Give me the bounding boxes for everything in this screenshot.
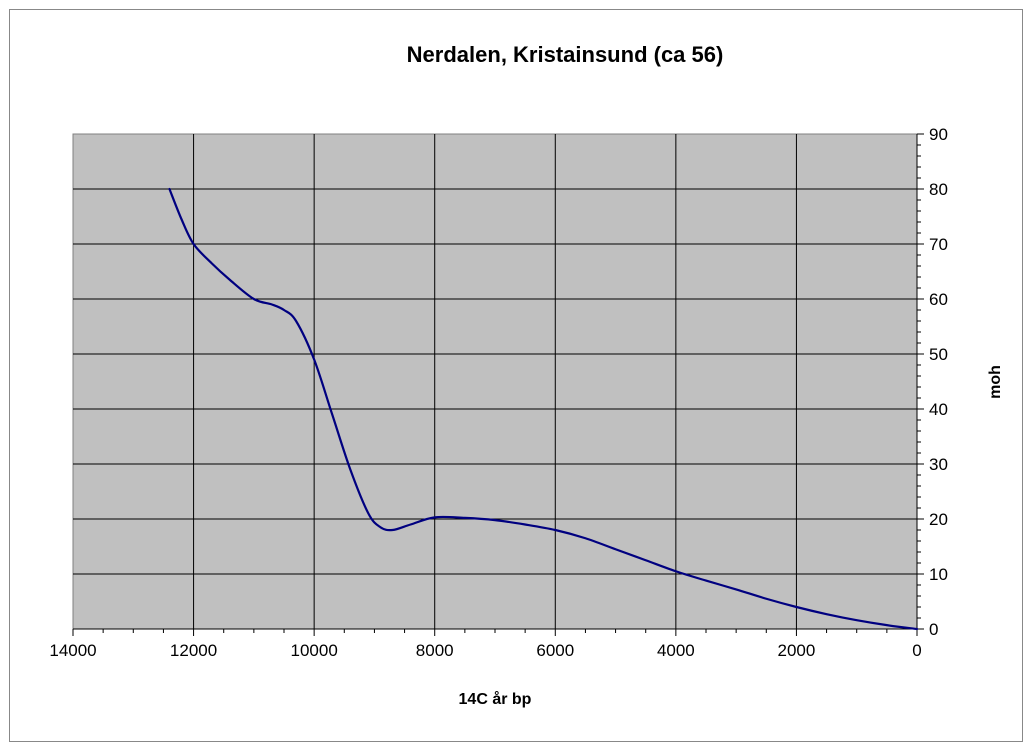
- y-tick-label: 10: [929, 565, 948, 584]
- y-tick-label: 70: [929, 235, 948, 254]
- y-tick-label: 40: [929, 400, 948, 419]
- x-tick-label: 2000: [778, 641, 816, 660]
- y-tick-label: 0: [929, 620, 938, 639]
- x-tick-label: 4000: [657, 641, 695, 660]
- chart-frame: Nerdalen, Kristainsund (ca 56) 14000 1200…: [9, 9, 1023, 742]
- y-axis-title: moh: [987, 365, 1004, 399]
- x-tick-label: 14000: [49, 641, 96, 660]
- plot-area: [72, 133, 918, 630]
- y-tick-label: 20: [929, 510, 948, 529]
- y-axis: 0 10 20 30 40 50 60 70 80 90: [916, 125, 948, 639]
- y-tick-label: 30: [929, 455, 948, 474]
- x-tick-label: 12000: [170, 641, 217, 660]
- x-tick-label: 6000: [536, 641, 574, 660]
- x-axis-title: 14C år bp: [459, 690, 532, 708]
- grid-lines: [73, 134, 917, 629]
- y-tick-label: 50: [929, 345, 948, 364]
- series-line: [168, 187, 919, 631]
- x-tick-label: 10000: [291, 641, 338, 660]
- x-axis: 14000 12000 10000 8000 6000 4000 2000 0: [49, 628, 922, 660]
- y-tick-label: 90: [929, 125, 948, 144]
- x-tick-label: 8000: [416, 641, 454, 660]
- y-tick-label: 80: [929, 180, 948, 199]
- y-tick-label: 60: [929, 290, 948, 309]
- chart-svg: Nerdalen, Kristainsund (ca 56) 14000 1200…: [49, 42, 1004, 708]
- chart-title: Nerdalen, Kristainsund (ca 56): [407, 42, 724, 67]
- x-tick-label: 0: [912, 641, 921, 660]
